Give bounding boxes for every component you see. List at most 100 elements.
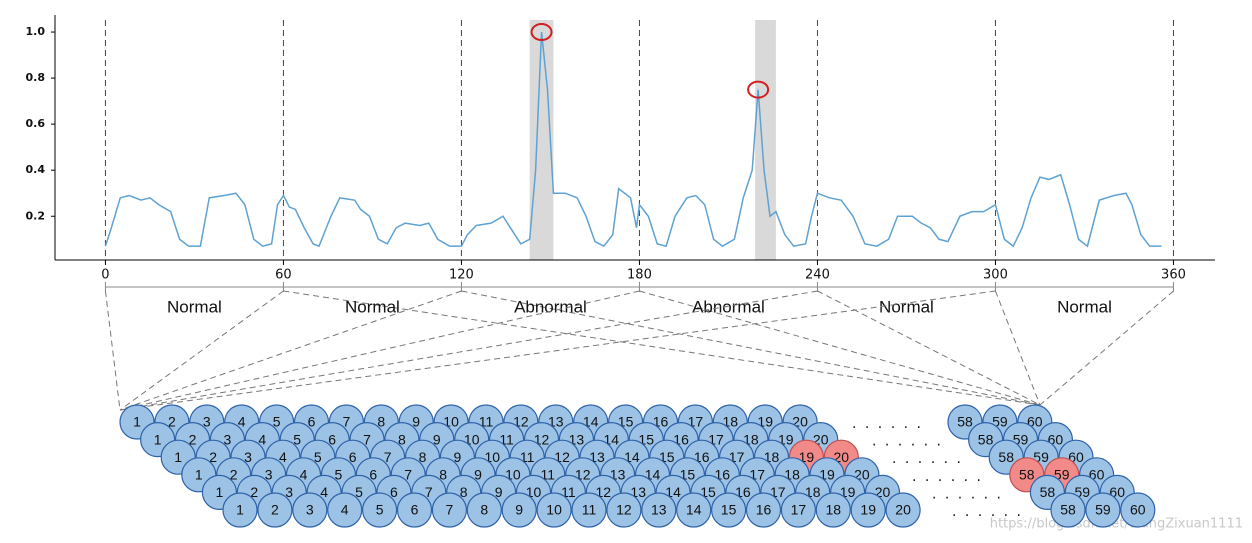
segment-label: Normal	[1057, 297, 1112, 316]
cell-number: 58	[1040, 484, 1056, 500]
cell	[1085, 492, 1121, 528]
cell-number: 58	[978, 431, 994, 447]
cell-number: 2	[189, 431, 197, 447]
watermark: https://blog.csdn.net/WangZixuan1111	[990, 517, 1243, 532]
cell-number: 8	[439, 467, 447, 483]
cell	[327, 492, 363, 528]
cell-number: 58	[1019, 467, 1035, 483]
cell-number: 10	[546, 502, 562, 518]
cell-number: 19	[860, 502, 876, 518]
cell-number: 8	[398, 431, 406, 447]
cell-number: 7	[404, 467, 412, 483]
cell-number: 6	[369, 467, 377, 483]
cell-number: 5	[355, 484, 363, 500]
cell	[780, 492, 817, 528]
cell	[606, 492, 642, 528]
cell-number: 20	[895, 502, 911, 518]
x-tick-label: 120	[449, 268, 474, 283]
cell	[571, 492, 607, 528]
y-tick-label: 1.0	[26, 25, 46, 38]
ellipsis: . . . . . .	[912, 469, 983, 485]
cell	[292, 492, 328, 528]
cell	[1120, 492, 1156, 528]
cell-number: 6	[411, 502, 419, 518]
cell	[222, 492, 258, 528]
cell-number: 6	[349, 449, 357, 465]
cell-number: 60	[1130, 502, 1146, 518]
cell-number: 5	[376, 502, 384, 518]
cell-number: 3	[265, 467, 273, 483]
cell-number: 58	[957, 414, 973, 430]
cell-number: 9	[495, 484, 503, 500]
x-tick-label: 300	[983, 268, 1008, 283]
cell-number: 3	[306, 502, 314, 518]
cell-number: 13	[651, 502, 667, 518]
cell-number: 9	[515, 502, 523, 518]
cell-number: 2	[209, 449, 217, 465]
cell	[745, 492, 782, 528]
ellipsis: . . . . . .	[932, 486, 1003, 502]
mapping-line	[461, 290, 1041, 406]
cell-number: 2	[271, 502, 279, 518]
y-tick-label: 0.8	[26, 71, 46, 84]
mapping-line	[119, 290, 640, 411]
cell	[257, 492, 293, 528]
peak-marker	[530, 23, 553, 42]
mapping-line	[119, 290, 818, 411]
cell	[850, 492, 886, 528]
mapping-line	[119, 290, 462, 411]
highlight-span	[755, 20, 776, 260]
cell-number: 12	[616, 502, 632, 518]
segment-label: Abnormal	[514, 297, 587, 316]
cell-number: 11	[582, 502, 597, 518]
y-tick-label: 0.2	[26, 209, 46, 222]
cell	[676, 492, 712, 528]
cell-number: 5	[314, 449, 322, 465]
cell-number: 6	[328, 431, 336, 447]
cell-number: 16	[756, 502, 772, 518]
cell-number: 1	[174, 449, 182, 465]
cell-number: 8	[377, 414, 385, 430]
cell-number: 9	[412, 414, 420, 430]
cell-number: 18	[826, 502, 842, 518]
cell-number: 8	[419, 449, 427, 465]
cell-number: 14	[686, 502, 702, 518]
cell-number: 3	[244, 449, 252, 465]
cell	[501, 492, 537, 528]
cell-number: 8	[480, 502, 488, 518]
cell	[362, 492, 398, 528]
cell-number: 59	[1095, 502, 1111, 518]
cell-number: 1	[133, 414, 141, 430]
x-tick-label: 360	[1161, 268, 1186, 283]
cell-number: 7	[425, 484, 433, 500]
cell-number: 5	[293, 431, 301, 447]
cell-number: 5	[335, 467, 343, 483]
cell-number: 9	[433, 431, 441, 447]
cell-number: 1	[236, 502, 244, 518]
cell-number: 2	[250, 484, 258, 500]
cell	[885, 492, 921, 528]
x-tick-label: 0	[101, 268, 109, 283]
segment-label: Normal	[167, 297, 222, 316]
cell-number: 9	[454, 449, 462, 465]
x-tick-label: 240	[805, 268, 830, 283]
cell-number: 8	[460, 484, 468, 500]
mapping-line	[119, 290, 284, 411]
mapping-line	[994, 290, 1041, 406]
ellipsis: . . . . . .	[952, 504, 1023, 520]
cell	[815, 492, 851, 528]
segment-label: Normal	[345, 297, 400, 316]
cell-number: 6	[390, 484, 398, 500]
x-tick-label: 180	[627, 268, 652, 283]
cell	[466, 492, 502, 528]
cell-number: 15	[721, 502, 737, 518]
ellipsis: . . . . . .	[872, 434, 943, 450]
cell-number: 58	[1060, 502, 1076, 518]
x-tick-label: 60	[275, 268, 292, 283]
segment-label: Abnormal	[692, 297, 765, 316]
cell-number: 4	[341, 502, 349, 518]
cell-number: 7	[384, 449, 392, 465]
cell	[536, 492, 572, 528]
ellipsis: . . . . . .	[892, 451, 963, 467]
